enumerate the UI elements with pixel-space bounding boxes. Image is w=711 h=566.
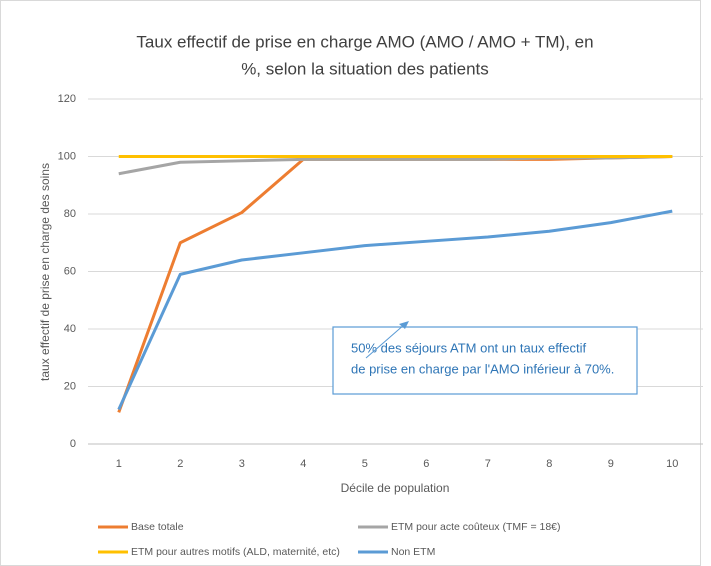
x-tick-label: 8 [546,458,552,470]
annotation-box [332,326,638,395]
chart-title: %, selon la situation des patients [241,59,489,78]
y-tick-label: 40 [64,323,76,335]
x-tick-label: 10 [666,458,678,470]
y-axis-label: taux effectif de prise en charge des soi… [38,163,52,381]
chart-title: Taux effectif de prise en charge AMO (AM… [136,32,593,51]
x-tick-label: 7 [485,458,491,470]
x-tick-label: 6 [423,458,429,470]
x-axis-label: Décile de population [341,481,450,495]
annotation-arrow [365,323,406,359]
legend-label: ETM pour acte coûteux (TMF = 18€) [391,521,561,533]
annotation-arrowhead [399,321,409,329]
series-line [117,209,673,411]
y-tick-label: 120 [58,93,76,105]
annotation-text: de prise en charge par l'AMO inférieur à… [351,361,614,376]
x-tick-label: 1 [116,458,122,470]
x-tick-label: 4 [300,458,306,470]
plot-area: 0 20 40 60 80 100 120 1 2 3 4 5 6 7 8 9 10 [58,93,703,470]
x-tick-label: 5 [362,458,368,470]
x-tick-label: 2 [177,458,183,470]
annotation-text: 50% des séjours ATM ont un taux effectif [351,340,586,355]
x-tick-label: 3 [239,458,245,470]
y-tick-label: 20 [64,380,76,392]
legend-label: ETM pour autres motifs (ALD, maternité, … [131,546,340,558]
legend-label: Base totale [131,521,184,533]
y-tick-label: 0 [70,438,76,450]
y-tick-label: 60 [64,265,76,277]
x-tick-label: 9 [608,458,614,470]
y-tick-label: 100 [58,150,76,162]
y-tick-label: 80 [64,208,76,220]
legend-label: Non ETM [391,546,435,558]
